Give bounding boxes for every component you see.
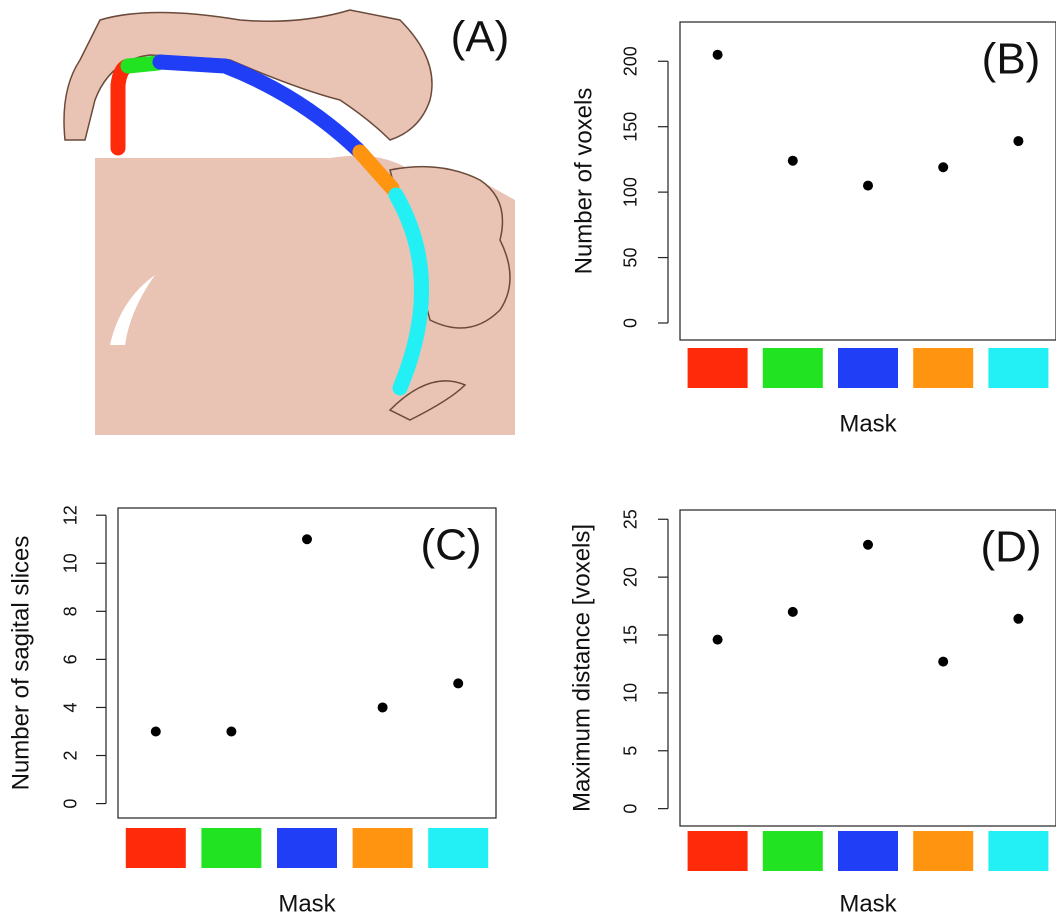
x-axis-title: Mask [839,890,897,917]
y-tick-label: 0 [61,799,81,809]
data-point [150,726,161,737]
panel-label: (D) [980,523,1041,572]
mask-swatch [428,828,489,868]
mask-swatch [762,348,823,388]
mask-swatch [762,831,823,871]
y-axis-title: Number of sagital slices [7,536,34,791]
mask-swatch [352,828,413,868]
panel-a-illustration: (A) [63,9,515,435]
panel-label: (C) [420,521,481,570]
y-tick-label: 5 [621,746,641,756]
mask-swatch [913,831,974,871]
y-tick-label: 100 [621,177,641,207]
data-point [863,539,873,550]
mask-orange [352,144,400,196]
mask-swatch [838,831,898,871]
data-point [712,634,723,645]
mask-swatch [913,348,974,388]
y-tick-label: 10 [621,683,641,703]
chart-panel: 0 50 100 150 200 Number of voxels Mask (B) [570,21,1056,437]
mask-swatch [277,828,337,868]
mask-swatch [988,348,1049,388]
y-tick-label: 0 [621,318,641,328]
y-tick-label: 4 [61,702,81,712]
data-point [787,155,798,166]
mask-cyan [388,187,430,396]
plot-box [117,507,497,819]
mask-swatch [125,828,186,868]
face [389,165,511,329]
chart-panel: 0 5 10 15 20 25 Maximum distance [voxels] Mask (… [568,509,1056,917]
data-point [787,606,798,617]
plot-box [679,21,1056,341]
arm-hand [63,9,433,141]
mask-swatch [201,828,262,868]
y-tick-label: 200 [621,46,641,76]
mask-swatch [988,831,1049,871]
data-point [453,678,464,689]
panel-label: (A) [451,13,510,62]
mask-strip [110,54,430,396]
y-tick-label: 20 [621,567,641,587]
y-tick-label: 150 [621,112,641,142]
foot [388,380,467,421]
data-point [1013,613,1024,624]
y-tick-label: 12 [61,505,81,525]
chart-panel: 0 2 4 6 8 10 12 Number of sagital slices Mask (C) [7,505,497,917]
data-point [377,702,388,713]
x-axis-title: Mask [278,890,336,917]
mask-red [110,58,136,156]
data-point [1013,136,1024,147]
panel-label: (B) [982,35,1041,84]
data-point [302,534,312,545]
y-tick-label: 15 [621,625,641,645]
x-axis-title: Mask [839,410,897,437]
y-axis-title: Maximum distance [voxels] [568,524,595,812]
data-point [226,726,237,737]
mask-swatch [687,831,748,871]
data-point [938,162,949,173]
highlight [110,275,155,345]
plot-box [679,509,1056,827]
y-axis-title: Number of voxels [570,88,597,275]
mask-blue [152,54,366,158]
y-tick-label: 2 [61,751,81,761]
y-tick-label: 25 [621,509,641,529]
data-point [712,49,723,60]
y-tick-label: 50 [621,248,641,268]
mask-swatch [838,348,898,388]
data-point [938,656,949,667]
data-point [863,180,873,191]
y-tick-label: 8 [61,606,81,616]
y-tick-label: 0 [621,804,641,814]
y-tick-label: 10 [61,553,81,573]
y-tick-label: 6 [61,654,81,664]
mask-swatch [687,348,748,388]
